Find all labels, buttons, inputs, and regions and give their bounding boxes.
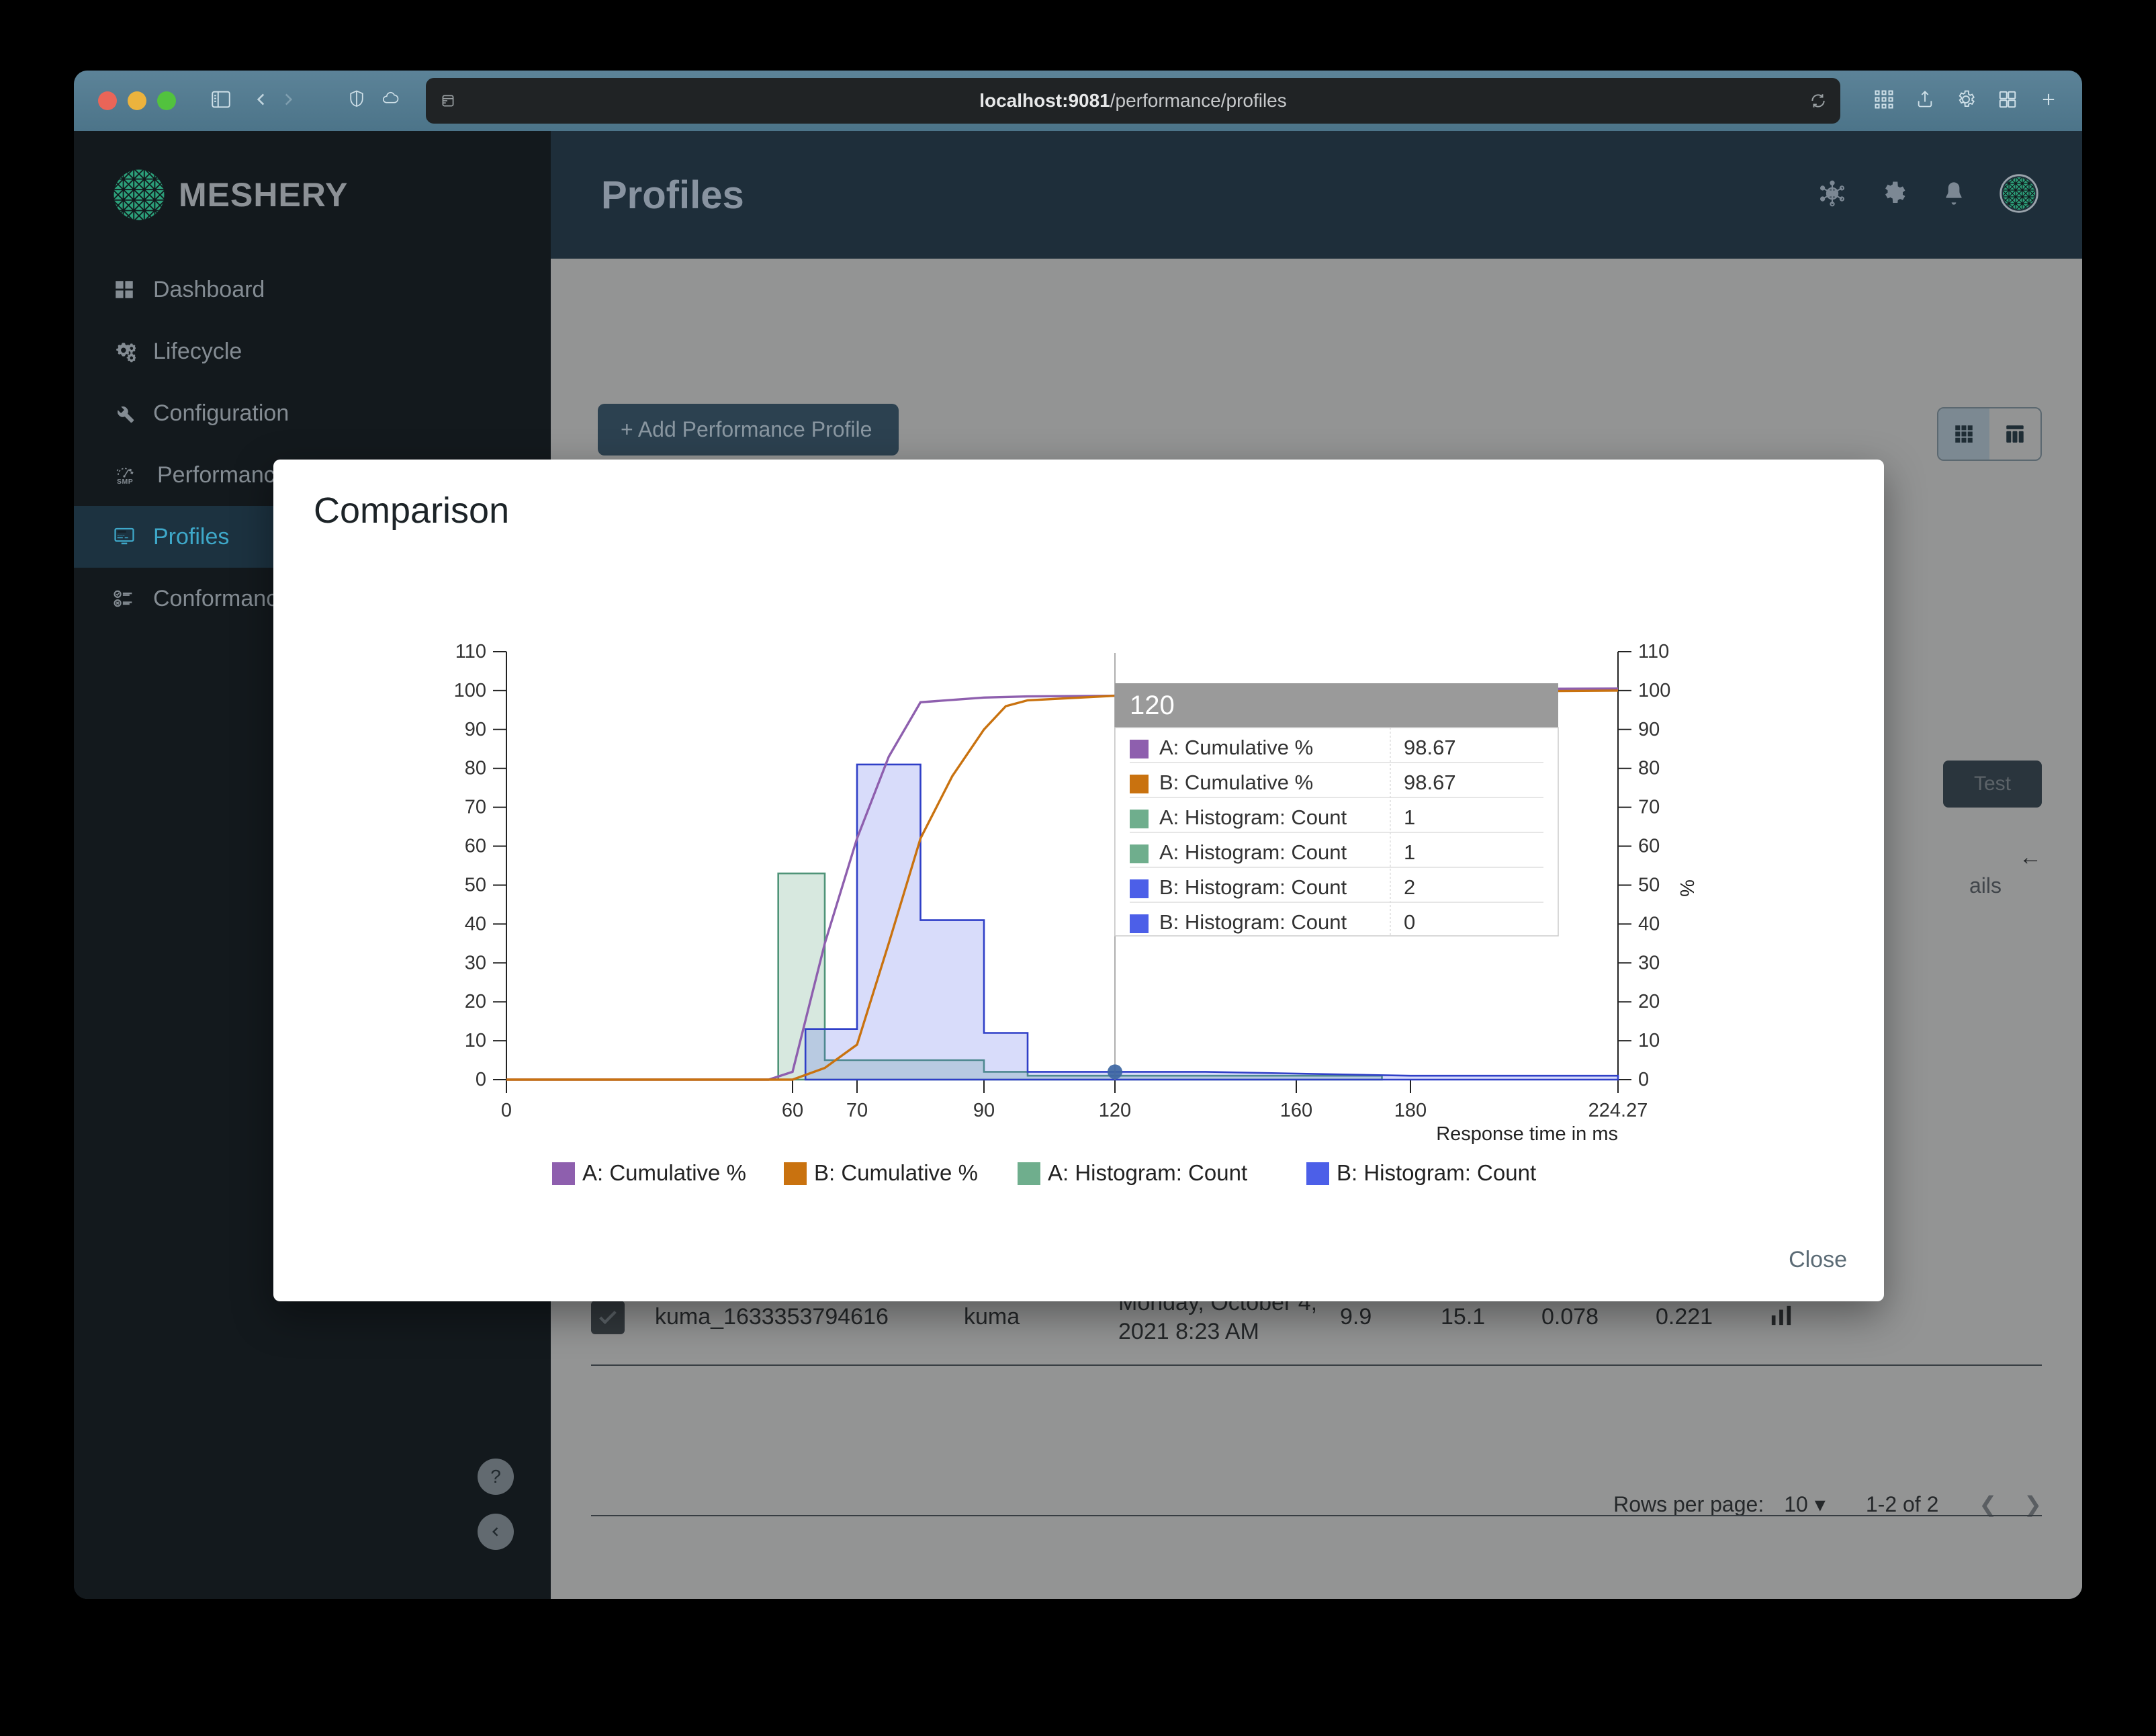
svg-text:100: 100 xyxy=(454,680,486,701)
svg-text:B: Histogram: Count: B: Histogram: Count xyxy=(1159,910,1347,934)
svg-text:1: 1 xyxy=(1404,806,1415,829)
svg-text:30: 30 xyxy=(1638,952,1660,973)
svg-text:A: Cumulative %: A: Cumulative % xyxy=(1159,736,1313,759)
svg-text:1: 1 xyxy=(1404,840,1415,864)
svg-text:50: 50 xyxy=(465,875,486,896)
svg-text:98.67: 98.67 xyxy=(1404,736,1456,759)
svg-text:0: 0 xyxy=(1638,1069,1649,1090)
svg-text:98.67: 98.67 xyxy=(1404,771,1456,794)
svg-text:70: 70 xyxy=(1638,797,1660,818)
svg-text:10: 10 xyxy=(1638,1030,1660,1051)
svg-text:120: 120 xyxy=(1130,691,1175,720)
svg-text:0: 0 xyxy=(1404,910,1415,934)
svg-text:A: Histogram: Count: A: Histogram: Count xyxy=(1159,806,1347,829)
svg-text:A: Histogram: Count: A: Histogram: Count xyxy=(1159,840,1347,864)
svg-text:40: 40 xyxy=(465,913,486,935)
svg-text:20: 20 xyxy=(1638,991,1660,1012)
svg-text:Response time in ms: Response time in ms xyxy=(1436,1123,1618,1145)
svg-text:2: 2 xyxy=(1404,875,1415,899)
svg-text:B: Cumulative %: B: Cumulative % xyxy=(1159,771,1313,794)
svg-text:A: Cumulative %: A: Cumulative % xyxy=(582,1160,746,1185)
svg-text:40: 40 xyxy=(1638,913,1660,935)
svg-text:10: 10 xyxy=(465,1030,486,1051)
svg-text:70: 70 xyxy=(465,797,486,818)
svg-text:B: Cumulative %: B: Cumulative % xyxy=(814,1160,978,1185)
svg-text:80: 80 xyxy=(465,758,486,779)
svg-text:B: Histogram: Count: B: Histogram: Count xyxy=(1159,875,1347,899)
svg-text:100: 100 xyxy=(1638,680,1670,701)
svg-text:180: 180 xyxy=(1394,1100,1427,1121)
svg-text:20: 20 xyxy=(465,991,486,1012)
svg-text:224.27: 224.27 xyxy=(1588,1100,1648,1121)
svg-text:50: 50 xyxy=(1638,875,1660,896)
svg-text:B: Histogram: Count: B: Histogram: Count xyxy=(1337,1160,1536,1185)
svg-text:90: 90 xyxy=(1638,719,1660,740)
svg-text:160: 160 xyxy=(1280,1100,1312,1121)
svg-text:%: % xyxy=(1677,879,1699,897)
svg-text:A: Histogram: Count: A: Histogram: Count xyxy=(1048,1160,1247,1185)
svg-text:0: 0 xyxy=(476,1069,486,1090)
svg-text:70: 70 xyxy=(846,1100,868,1121)
svg-text:60: 60 xyxy=(465,836,486,857)
svg-text:0: 0 xyxy=(501,1100,512,1121)
svg-text:110: 110 xyxy=(1638,641,1669,662)
svg-text:80: 80 xyxy=(1638,758,1660,779)
svg-text:90: 90 xyxy=(465,719,486,740)
svg-text:60: 60 xyxy=(1638,836,1660,857)
svg-text:90: 90 xyxy=(973,1100,995,1121)
svg-text:60: 60 xyxy=(782,1100,803,1121)
svg-text:120: 120 xyxy=(1099,1100,1131,1121)
svg-text:110: 110 xyxy=(455,641,486,662)
svg-text:30: 30 xyxy=(465,952,486,973)
